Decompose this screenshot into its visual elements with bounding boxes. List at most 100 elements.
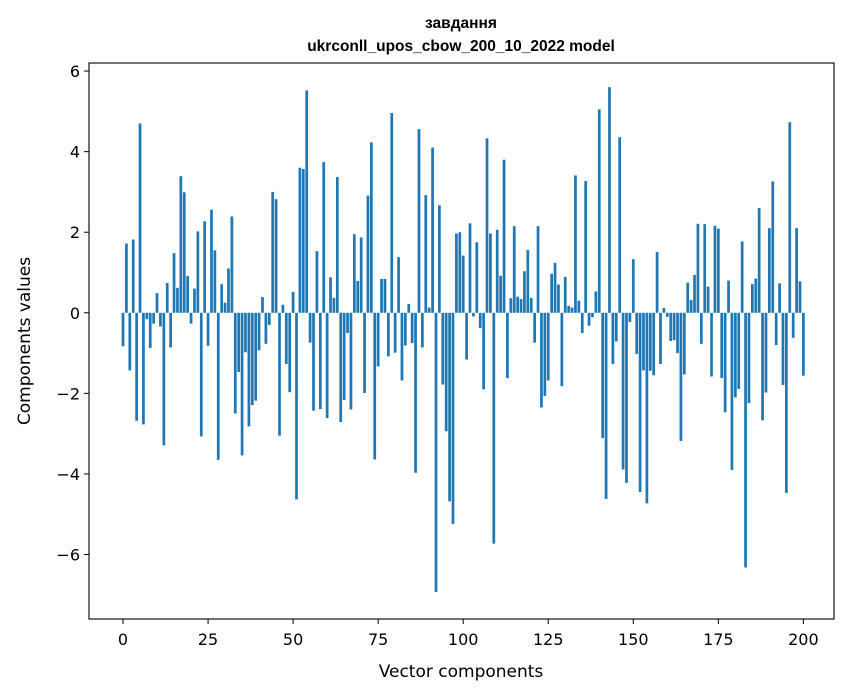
bar-145 [614, 312, 618, 342]
bar-106 [482, 312, 485, 390]
bar-165 [682, 312, 686, 375]
bar-23 [199, 312, 203, 437]
bar-73 [369, 142, 373, 313]
x-tick-label: 150 [618, 630, 649, 649]
bar-48 [284, 312, 288, 364]
bar-43 [267, 312, 271, 325]
bar-166 [686, 282, 690, 313]
bar-32 [230, 216, 234, 313]
bar-69 [356, 280, 360, 313]
bar-113 [506, 312, 509, 379]
bar-95 [444, 312, 448, 432]
bar-192 [774, 312, 778, 346]
bar-143 [608, 87, 611, 313]
bar-190 [768, 228, 771, 313]
bar-30 [223, 302, 227, 313]
bar-86 [414, 312, 417, 473]
bar-131 [567, 305, 571, 313]
bar-10 [155, 293, 159, 313]
bar-114 [509, 298, 513, 313]
bar-195 [785, 312, 788, 493]
bar-174 [713, 225, 717, 313]
bar-84 [407, 303, 411, 313]
bar-129 [560, 312, 564, 387]
y-tick-label: −4 [56, 465, 80, 484]
x-tick-label: 50 [283, 630, 303, 649]
y-tick-label: −2 [56, 384, 80, 403]
bar-180 [733, 312, 737, 398]
bar-66 [346, 312, 349, 333]
bar-153 [642, 312, 645, 371]
bar-92 [434, 312, 438, 593]
bar-136 [584, 181, 588, 313]
bar-122 [536, 226, 540, 313]
bar-179 [730, 312, 734, 470]
bar-157 [655, 251, 659, 313]
bar-85 [410, 312, 414, 344]
y-tick-label: 2 [70, 223, 80, 242]
bar-61 [329, 277, 332, 313]
bar-107 [485, 138, 489, 313]
bar-104 [475, 242, 479, 313]
x-tick-label: 200 [788, 630, 819, 649]
bar-90 [427, 307, 431, 313]
bar-3 [131, 239, 135, 313]
bar-125 [546, 312, 550, 381]
bar-117 [519, 299, 523, 313]
bar-191 [771, 181, 775, 313]
bar-120 [529, 297, 533, 313]
chart-subtitle: ukrconll_upos_cbow_200_10_2022 model [307, 38, 615, 55]
bar-4 [135, 312, 138, 421]
bar-57 [315, 251, 319, 313]
bar-26 [210, 209, 213, 313]
bar-119 [526, 249, 530, 313]
bar-22 [196, 231, 200, 313]
bar-162 [672, 312, 676, 341]
bar-140 [597, 109, 601, 313]
bar-171 [703, 224, 707, 313]
bar-196 [788, 122, 792, 313]
bar-130 [563, 276, 567, 313]
bar-44 [271, 191, 275, 313]
bar-53 [301, 168, 305, 313]
bar-36 [244, 312, 247, 353]
bar-38 [250, 312, 254, 406]
bar-62 [332, 297, 336, 313]
bar-126 [550, 273, 554, 313]
x-tick-label: 100 [448, 630, 479, 649]
bar-100 [461, 255, 465, 313]
bar-155 [648, 312, 652, 371]
bar-200 [802, 312, 805, 376]
bar-60 [325, 312, 329, 418]
bar-87 [417, 129, 421, 313]
plot-frame [88, 62, 835, 620]
bar-80 [393, 312, 397, 353]
bar-105 [478, 312, 482, 329]
bar-39 [254, 312, 258, 401]
bar-20 [189, 312, 193, 324]
bar-35 [240, 312, 244, 456]
bar-21 [193, 288, 196, 313]
bar-40 [257, 312, 261, 351]
bar-1 [125, 243, 128, 313]
bar-128 [557, 284, 560, 313]
bar-159 [662, 307, 666, 313]
bar-149 [628, 312, 632, 323]
bar-186 [754, 278, 758, 313]
bar-198 [795, 228, 798, 313]
bar-18 [182, 192, 186, 313]
bar-59 [322, 162, 326, 313]
bar-72 [366, 195, 370, 313]
bar-123 [540, 312, 543, 408]
bar-50 [291, 291, 295, 313]
bar-177 [723, 312, 727, 413]
bar-170 [699, 312, 703, 344]
bar-97 [451, 312, 455, 524]
x-tick-label: 0 [118, 630, 128, 649]
bar-77 [383, 278, 387, 313]
y-axis-label: Components values [15, 257, 35, 425]
bar-14 [169, 312, 172, 348]
bar-133 [574, 175, 577, 313]
bar-82 [400, 312, 404, 381]
bar-6 [142, 312, 145, 425]
